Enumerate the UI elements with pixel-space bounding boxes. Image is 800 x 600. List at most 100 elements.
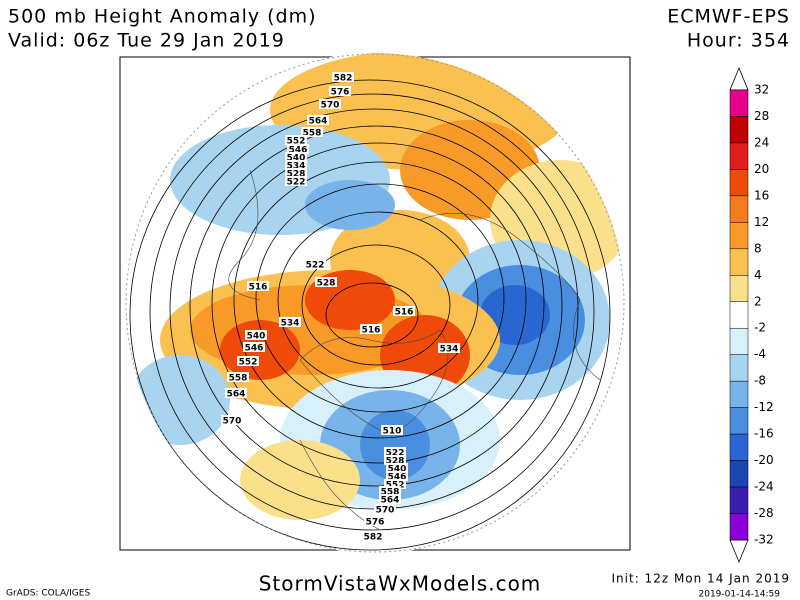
contour-label-box (379, 494, 401, 504)
forecast-hour: Hour: 354 (687, 30, 790, 52)
contour-label: 528 (317, 279, 336, 289)
colorbar-label: -28 (754, 506, 774, 520)
model-name: ECMWF-EPS (667, 6, 790, 28)
colorbar-swatch (729, 486, 749, 514)
contour-label: 546 (388, 473, 407, 483)
contour-label-box (374, 504, 396, 514)
contour-label: 522 (386, 449, 405, 459)
colorbar-swatch (729, 116, 749, 144)
contour-label: 576 (331, 88, 350, 98)
contour-label: 546 (245, 344, 264, 354)
contour-label-box (332, 72, 354, 82)
colorbar-label: -2 (754, 321, 766, 335)
contour-label: 522 (287, 178, 306, 188)
colorbar-label: 20 (754, 162, 769, 176)
contour-label-box (245, 330, 267, 340)
contour-label: 510 (383, 427, 402, 437)
colorbar-label: 28 (754, 109, 769, 123)
contour-label-box (287, 144, 309, 154)
contour-label: 516 (395, 308, 414, 318)
colorbar-swatch (729, 380, 749, 408)
contour-label-box (381, 425, 403, 435)
contour-label: 552 (287, 137, 306, 147)
contour-label: 540 (247, 332, 266, 342)
contour-label-box (285, 160, 307, 170)
colorbar-label: 8 (754, 241, 762, 255)
colorbar-swatch (729, 275, 749, 303)
contour-label: 570 (223, 417, 242, 427)
colorbar-label: -20 (754, 453, 774, 467)
contour-label: 540 (388, 465, 407, 475)
colorbar-swatch (729, 222, 749, 250)
contour-label: 534 (287, 162, 306, 172)
colorbar-swatch (729, 142, 749, 170)
contour-label: 546 (289, 146, 308, 156)
contour-label-box (384, 479, 406, 489)
contour-label: 582 (334, 74, 353, 84)
contour-label-box (364, 516, 386, 526)
contour-label-box (285, 135, 307, 145)
colorbar-label: -24 (754, 480, 774, 494)
contour-label-box (307, 115, 329, 125)
contour-label-box (227, 372, 249, 382)
contour-label-box (379, 486, 401, 496)
colorbar-label: -4 (754, 347, 766, 361)
colorbar-swatch (729, 89, 749, 117)
colorbar: 32 28 24 20 16 12 8 4 2 -2 -4 -8 -12 -16 -20 -24 -28 -32 (729, 66, 774, 564)
contour-label-box (384, 447, 406, 457)
colorbar-swatch (729, 169, 749, 197)
colorbar-label: -16 (754, 427, 774, 441)
map-title: 500 mb Height Anomaly (dm) (8, 6, 317, 28)
colorbar-label: -12 (754, 400, 774, 414)
anomaly-field (125, 53, 625, 553)
colorbar-swatch (729, 513, 749, 541)
contour-label: 552 (239, 358, 258, 368)
contour-label: 534 (281, 319, 300, 329)
contour-label: 564 (227, 390, 246, 400)
contour-label-box (362, 531, 384, 541)
colorbar-label: 32 (754, 83, 769, 97)
contour-label-box (329, 86, 351, 96)
colorbar-swatch (729, 327, 749, 355)
contour-label-box (319, 99, 341, 109)
contour-label: 558 (229, 374, 248, 384)
contour-label-box (225, 388, 247, 398)
colorbar-swatch (729, 433, 749, 461)
contour-label: 564 (309, 117, 328, 127)
colorbar-swatch (729, 248, 749, 276)
contour-label: 516 (362, 326, 381, 336)
contour-label-box (237, 356, 259, 366)
contour-label-box (285, 176, 307, 186)
colorbar-swatch (729, 301, 749, 329)
site-name: StormVistaWxModels.com (259, 572, 542, 596)
contour-label-box (304, 259, 326, 269)
contour-label-box (301, 127, 323, 137)
colorbar-swatch (729, 460, 749, 488)
colorbar-label: 12 (754, 215, 769, 229)
contour-label-box (315, 277, 337, 287)
contour-label-box (393, 306, 415, 316)
colorbar-label: 4 (754, 268, 762, 282)
colorbar-label: -32 (754, 533, 774, 547)
contour-label-box (243, 342, 265, 352)
contour-label: 552 (386, 481, 405, 491)
colorbar-label: 24 (754, 135, 769, 149)
contour-label-box (386, 463, 408, 473)
contour-label: 528 (386, 457, 405, 467)
contour-label: 570 (376, 506, 395, 516)
contour-label-box (247, 281, 269, 291)
contour-label: 528 (287, 170, 306, 180)
contour-label: 558 (381, 488, 400, 498)
contour-label: 570 (321, 101, 340, 111)
credit: GrADS: COLA/IGES (6, 589, 90, 599)
contour-label-box (221, 415, 243, 425)
contour-labels: 5825765705645585525465405345285225225285… (221, 72, 460, 543)
contour-label: 564 (381, 496, 400, 506)
contour-label-box (438, 343, 460, 353)
colorbar-label: -8 (754, 374, 766, 388)
contour-label-box (285, 168, 307, 178)
colorbar-end (729, 66, 749, 91)
contour-label-box (285, 152, 307, 162)
contour-label-box (384, 455, 406, 465)
